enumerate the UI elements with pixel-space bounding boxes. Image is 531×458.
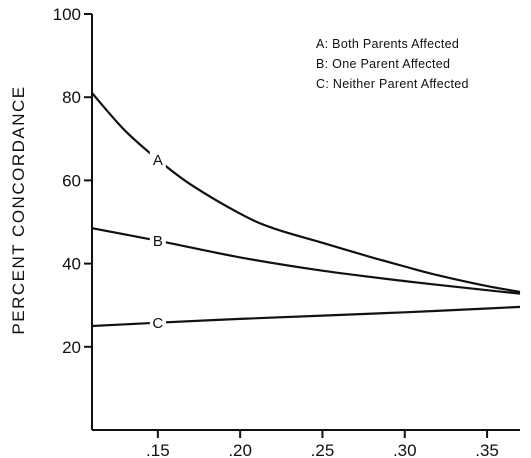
series-line-a	[91, 92, 521, 293]
x-tick-label: .35	[475, 441, 499, 458]
series-label-b: B	[153, 233, 163, 250]
x-tick-label: .15	[146, 441, 170, 458]
series-lines	[91, 92, 521, 328]
y-axis-title: PERCENT CONCORDANCE	[9, 85, 28, 334]
x-tick-label: .20	[228, 441, 252, 458]
y-tick-label: 80	[62, 88, 81, 107]
x-tick-label: .25	[311, 441, 335, 458]
y-tick-label: 60	[62, 171, 81, 190]
series-label-bg	[149, 149, 166, 170]
y-tick-label: 40	[62, 255, 81, 274]
y-tick-label: 100	[53, 5, 81, 24]
legend-entry: B: One Parent Affected	[316, 57, 450, 71]
legend-entry: A: Both Parents Affected	[316, 37, 459, 51]
series-label-bg	[149, 312, 166, 333]
series-label-bg	[149, 230, 166, 251]
series-label-c: C	[152, 315, 163, 332]
legend-entry: C: Neither Parent Affected	[316, 77, 469, 91]
x-tick-label: .30	[393, 441, 417, 458]
series-labels: A B C	[149, 149, 166, 333]
series-label-a: A	[153, 152, 163, 169]
legend: A: Both Parents Affected B: One Parent Af…	[316, 37, 469, 91]
y-tick-label: 20	[62, 338, 81, 357]
axes: 20 40 60 80 100 .15 .20 .25 .30 .35	[53, 5, 520, 458]
